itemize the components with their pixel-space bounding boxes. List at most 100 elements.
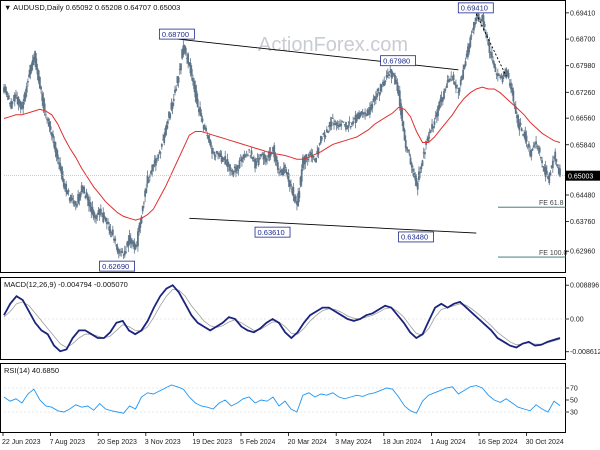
rsi-line <box>3 384 561 414</box>
candle-body <box>16 97 19 100</box>
candle-body <box>114 238 117 241</box>
candle-body <box>43 103 46 111</box>
candle-body <box>514 106 517 114</box>
trendline <box>475 13 507 77</box>
candle-body <box>70 194 72 202</box>
candle-body <box>239 159 242 161</box>
candle-body <box>530 149 533 157</box>
candle-body <box>294 195 297 202</box>
candle-body <box>335 122 338 126</box>
candle-body <box>282 167 285 174</box>
candle-body <box>522 134 524 136</box>
candle-body <box>537 147 540 150</box>
candle-body <box>178 68 181 70</box>
candle-body <box>38 77 41 89</box>
candle-body <box>340 123 343 127</box>
candle-body <box>354 114 357 124</box>
candle-body <box>524 131 527 141</box>
candle-body <box>374 96 377 99</box>
candle-body <box>95 215 97 220</box>
candle-body <box>440 96 443 102</box>
candle-body <box>66 191 69 195</box>
candle-body <box>5 90 8 95</box>
candle-body <box>270 152 273 153</box>
candle-body <box>489 53 492 55</box>
candle-body <box>18 99 21 104</box>
candle-body <box>419 171 422 173</box>
candle-body <box>133 241 136 250</box>
candle-body <box>443 90 445 99</box>
candle-body <box>459 79 462 86</box>
candle-body <box>431 124 433 130</box>
candle-body <box>325 129 328 133</box>
candle-body <box>71 197 74 200</box>
candle-body <box>211 147 213 154</box>
candle-body <box>331 117 334 119</box>
price-tick-label: 0.69410 <box>570 10 595 17</box>
candle-body <box>453 82 456 85</box>
candle-body <box>158 152 161 154</box>
candle-body <box>235 167 237 173</box>
candle-body <box>147 180 150 183</box>
candle-body <box>293 196 296 202</box>
candle-body <box>272 147 274 152</box>
candle-body <box>47 118 50 122</box>
axis-layer: 0.69410 0.68700 0.67980 0.67260 0.66560 0.658… <box>2 10 600 446</box>
candle-body <box>473 21 475 31</box>
candle-body <box>59 163 62 170</box>
candle-body <box>531 148 534 151</box>
macd-line <box>3 284 561 353</box>
candle-body <box>543 167 546 172</box>
price-annotation-label: 0.62690 <box>102 262 129 271</box>
candle-body <box>192 77 194 82</box>
candle-body <box>187 53 190 64</box>
candle-body <box>474 22 477 25</box>
candle-body <box>370 104 372 110</box>
candle-body <box>79 193 82 198</box>
candle-body <box>242 158 245 159</box>
candle-body <box>290 184 292 187</box>
candle-body <box>205 127 207 132</box>
candle-body <box>324 136 327 138</box>
date-tick-label: 16 Sep 2024 <box>478 439 518 446</box>
candle-body <box>423 152 426 155</box>
candle-body <box>410 163 413 168</box>
candle-body <box>122 254 125 256</box>
candle-body <box>360 111 363 115</box>
candle-body <box>308 154 310 157</box>
candle-body <box>434 115 437 117</box>
candle-body <box>186 57 188 59</box>
candle-body <box>556 164 559 166</box>
candle-body <box>181 49 184 59</box>
candle-body <box>536 146 539 147</box>
candle-body <box>251 157 254 160</box>
candle-body <box>557 167 560 175</box>
candle-body <box>519 122 522 126</box>
candle-body <box>494 66 497 72</box>
candle-body <box>131 240 133 245</box>
candle-body <box>452 74 455 81</box>
candle-body <box>553 157 555 159</box>
candle-body <box>110 232 113 234</box>
candle-body <box>55 148 58 157</box>
candle-body <box>288 181 291 187</box>
candle-body <box>495 73 498 75</box>
candle-body <box>52 134 54 138</box>
candle-body <box>365 114 368 116</box>
candle-body <box>226 159 229 167</box>
candle-body <box>296 201 298 205</box>
candle-body <box>429 130 432 132</box>
candle-body <box>267 155 270 157</box>
candle-body <box>174 89 176 93</box>
candle-body <box>299 176 302 186</box>
candle-body <box>249 155 252 157</box>
candle-body <box>420 166 423 170</box>
candle-body <box>385 75 388 78</box>
candle-body <box>427 137 430 142</box>
symbol-title: ▼ AUDUSD,Daily 0.65092 0.65208 0.64707 0… <box>4 3 180 12</box>
candle-body <box>508 83 511 86</box>
macd-tick-label: 0.008896 <box>570 283 599 290</box>
macd-signal-line <box>3 288 561 348</box>
candle-body <box>438 101 441 110</box>
candle-body <box>125 251 127 254</box>
